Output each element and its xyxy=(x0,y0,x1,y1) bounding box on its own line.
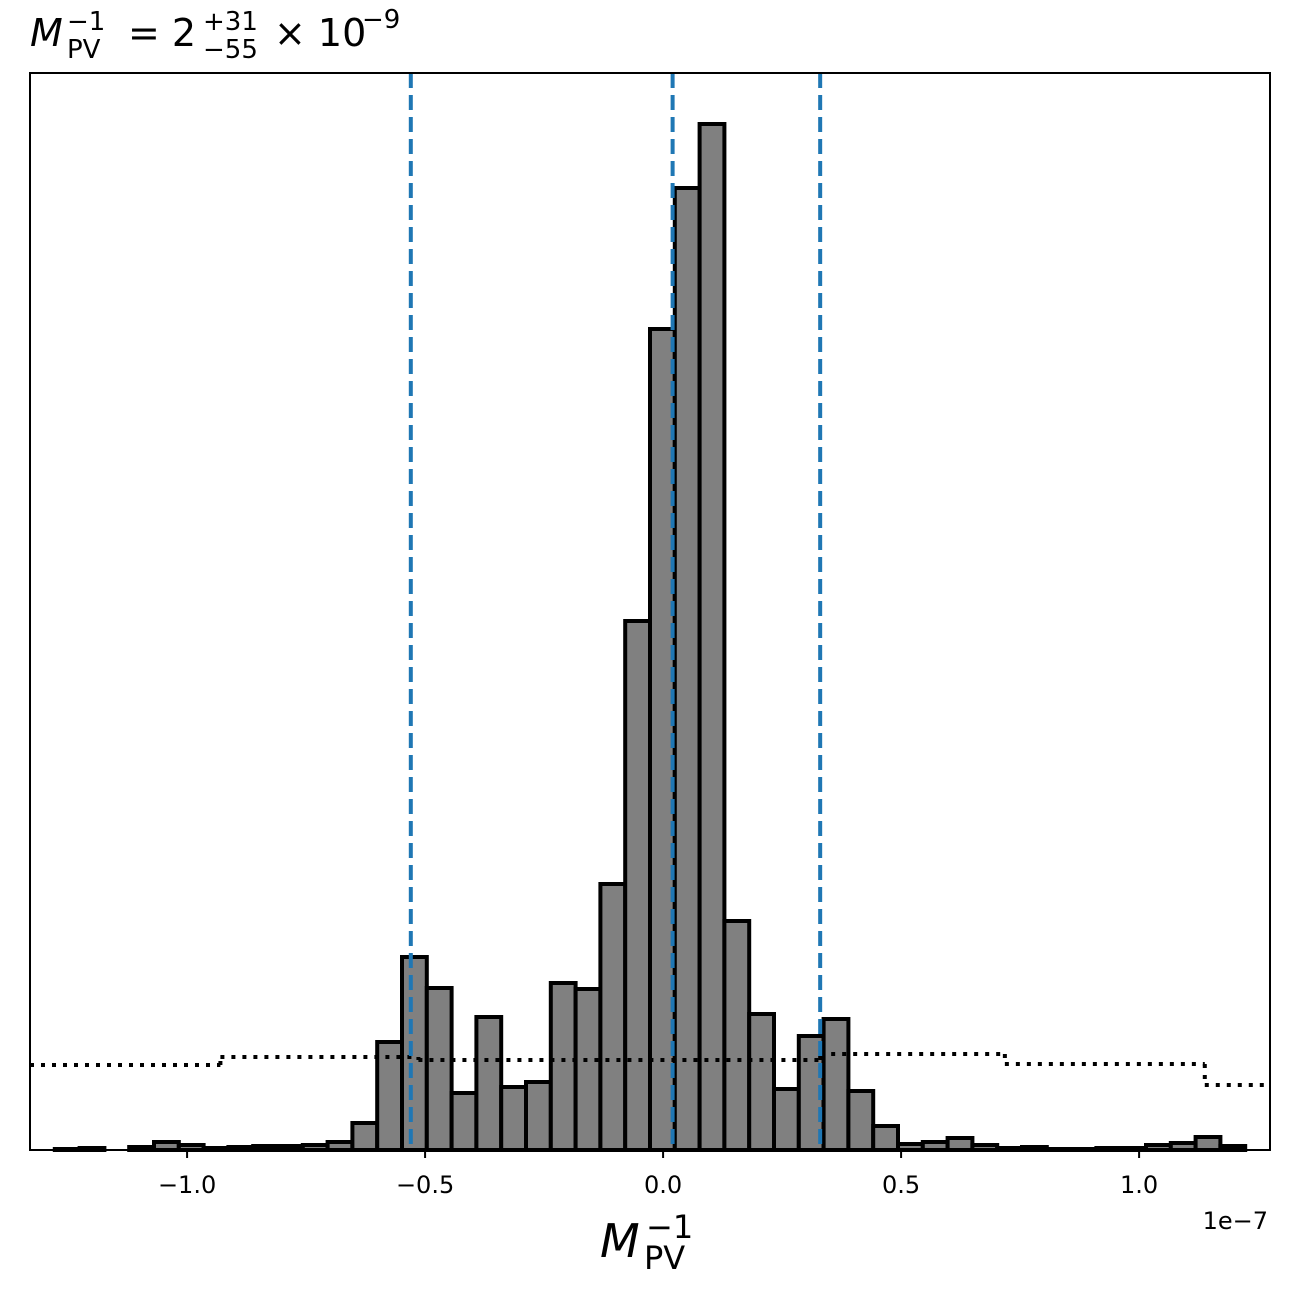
histogram-bar xyxy=(722,919,752,1152)
histogram-bar xyxy=(697,122,727,1152)
histogram-bar xyxy=(623,619,653,1152)
title-symbol: M xyxy=(30,11,63,55)
x-tick-label: −0.5 xyxy=(396,1171,454,1199)
histogram-bar xyxy=(1193,1135,1223,1152)
histogram-bar xyxy=(400,955,429,1152)
histogram-bar xyxy=(474,1015,504,1152)
histogram-bar xyxy=(424,986,454,1152)
title-value: = 2 xyxy=(128,11,196,55)
histogram-bar xyxy=(871,1124,901,1152)
title-symbol-sub: PV xyxy=(67,35,101,65)
histogram-bar xyxy=(499,1085,529,1152)
histogram-bar xyxy=(152,1140,181,1152)
histogram-bar xyxy=(672,186,702,1152)
title-symbol-sup: −1 xyxy=(67,7,105,37)
histogram-bar xyxy=(548,981,578,1152)
histogram-bar xyxy=(573,987,603,1152)
histogram-bar xyxy=(598,882,628,1152)
title-minus: −55 xyxy=(203,35,258,65)
x-offset-label: 1e−7 xyxy=(1203,1207,1268,1235)
title-times: × 10 xyxy=(274,11,366,55)
histogram-bar xyxy=(772,1087,801,1152)
x-tick-label: 0.5 xyxy=(882,1171,920,1199)
x-tick-label: 0.0 xyxy=(644,1171,682,1199)
title-exponent: −9 xyxy=(362,5,400,35)
histogram-bar xyxy=(325,1140,355,1152)
histogram-bar xyxy=(945,1136,975,1152)
histogram-bar xyxy=(920,1140,950,1152)
x-tick-label: 1.0 xyxy=(1120,1171,1158,1199)
histogram-bar xyxy=(524,1080,553,1152)
histogram-bar xyxy=(350,1121,380,1152)
histogram-bar xyxy=(1168,1141,1198,1152)
plot-frame xyxy=(29,72,1271,1151)
title-plus: +31 xyxy=(203,7,258,37)
x-label-sub: PV xyxy=(644,1239,685,1277)
x-tick-label: −1.0 xyxy=(158,1171,216,1199)
x-label-sup: −1 xyxy=(646,1208,693,1246)
histogram-bar xyxy=(846,1089,876,1152)
x-label-symbol: M xyxy=(600,1214,640,1268)
histogram-bar xyxy=(821,1017,851,1152)
histogram-bar xyxy=(449,1091,479,1152)
histogram-bar xyxy=(747,1012,777,1152)
